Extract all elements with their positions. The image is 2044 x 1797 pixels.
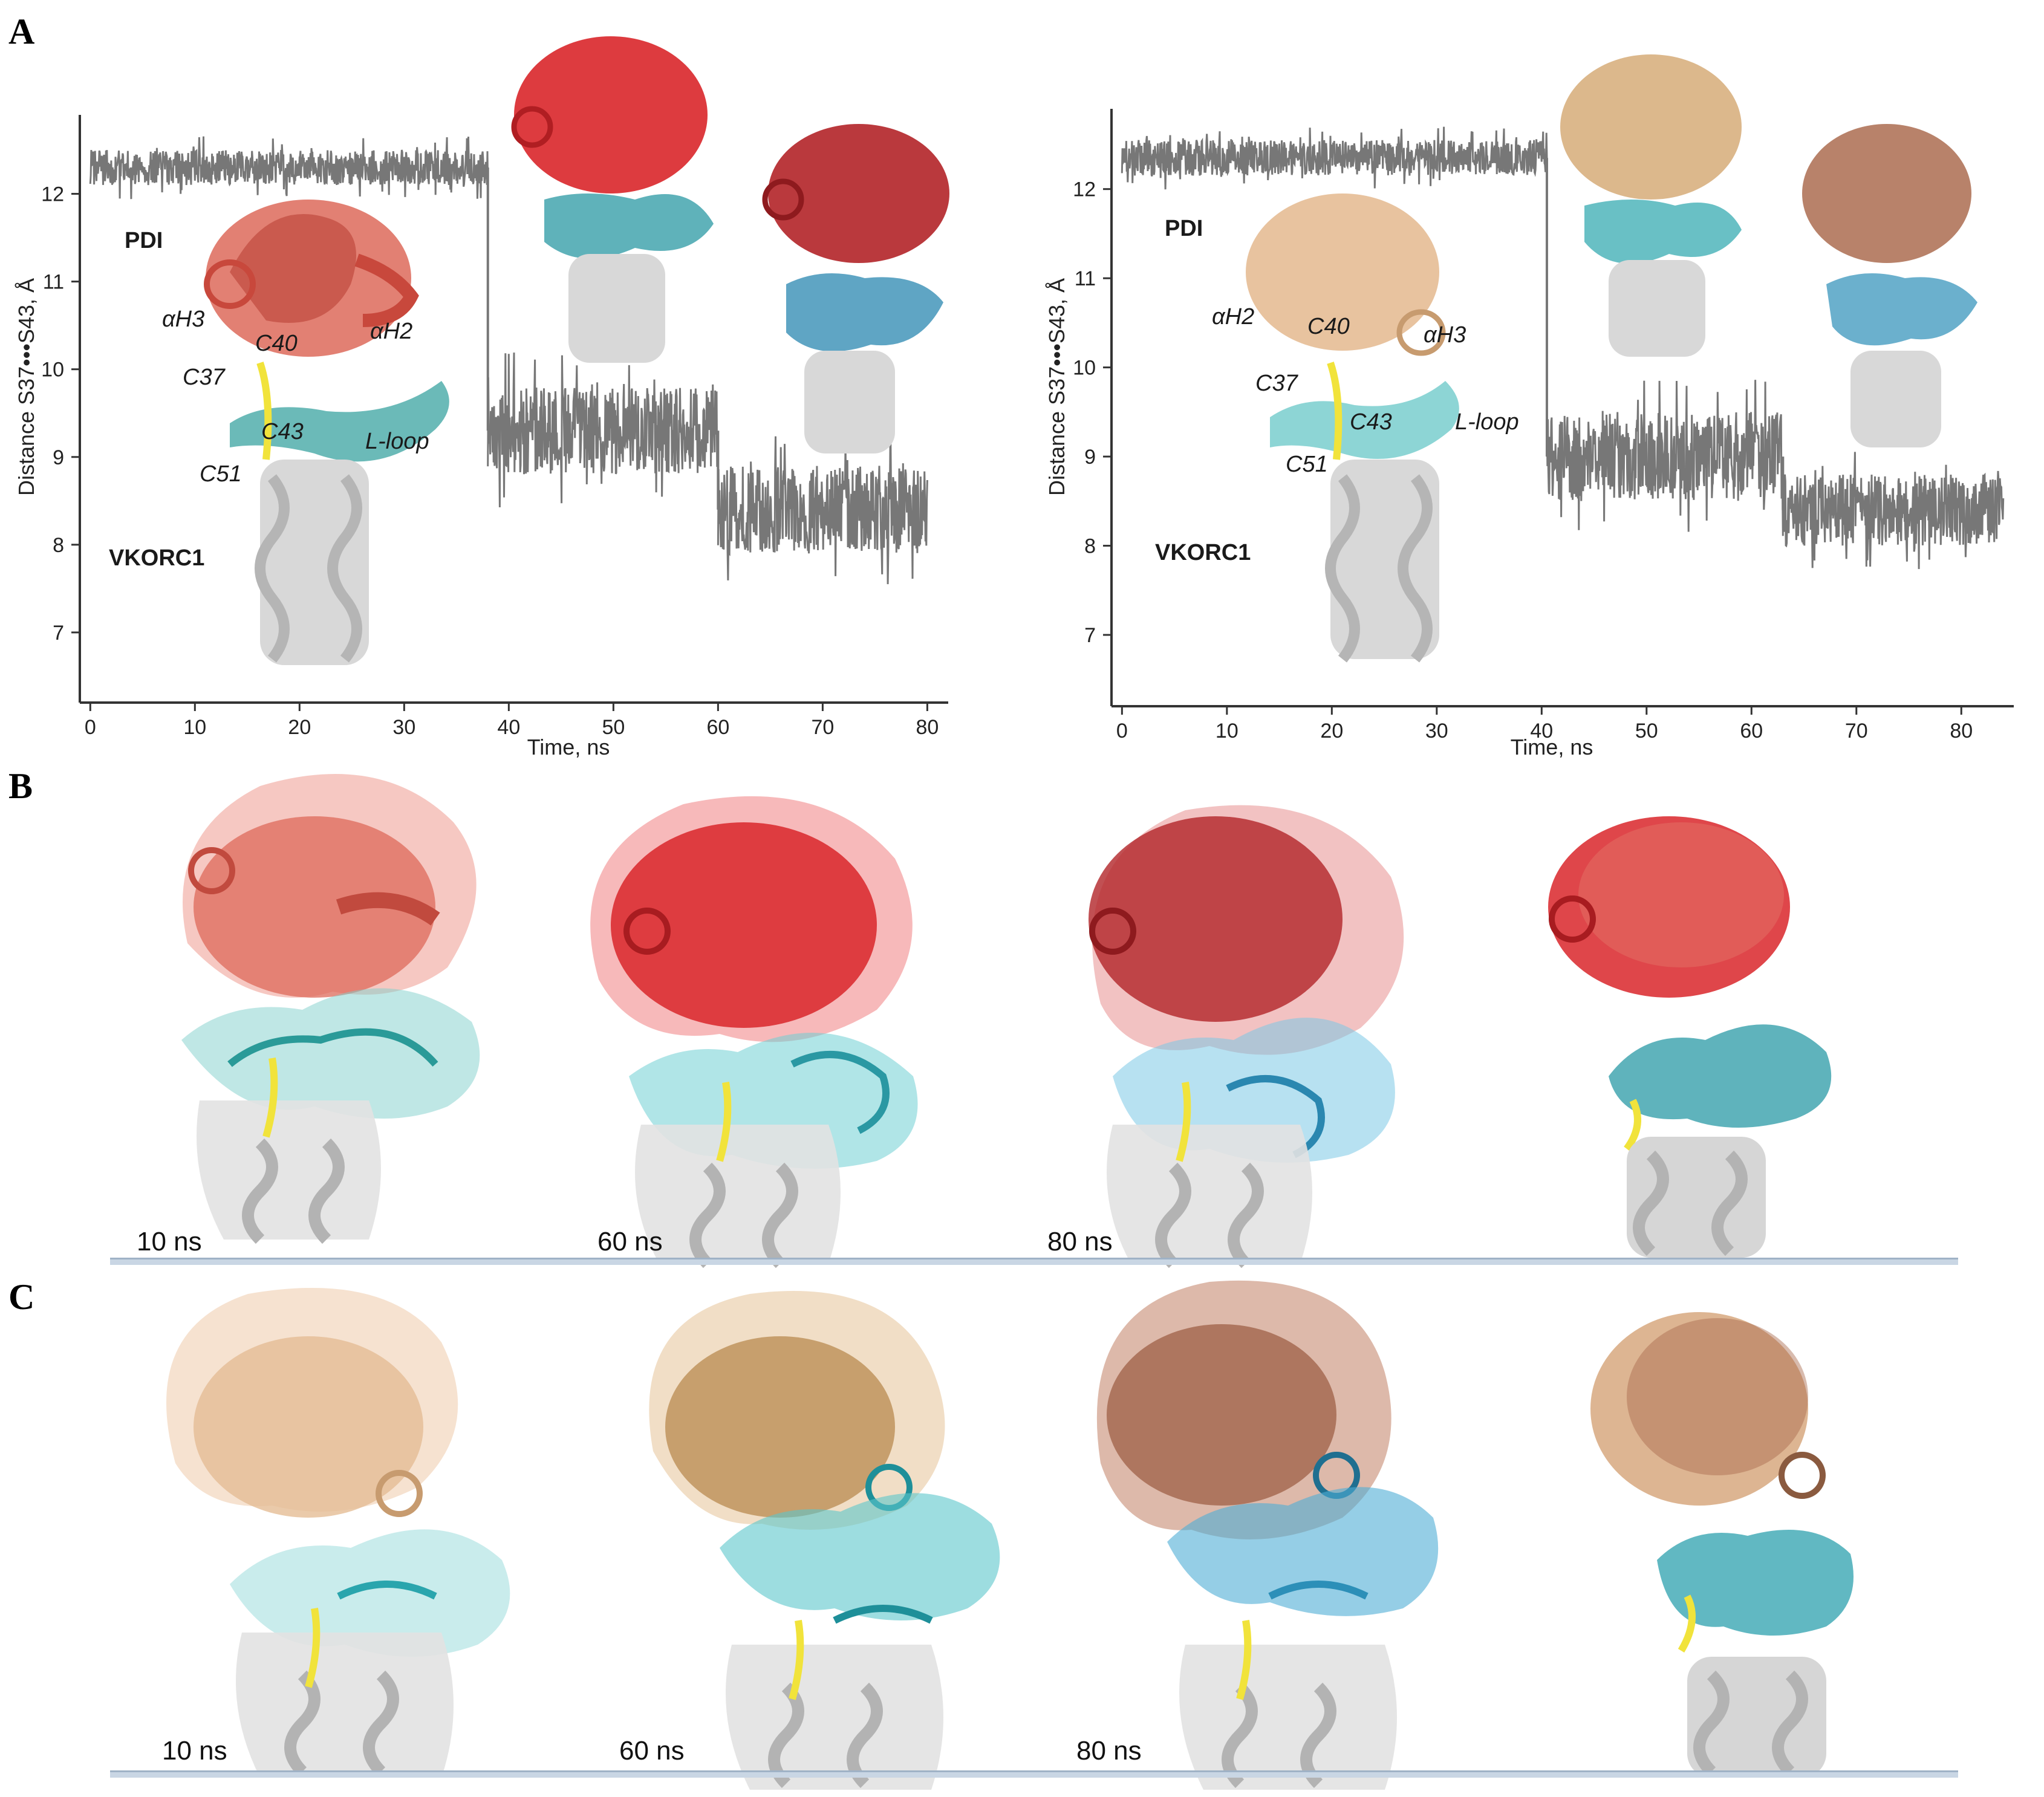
- snapshot-label-60ns: 60 ns: [619, 1736, 685, 1766]
- inset-structure-60ns: [511, 36, 714, 363]
- label-c51: C51: [200, 461, 242, 487]
- snapshot-b-60ns: [590, 796, 918, 1269]
- y-tick-label: 7: [1084, 624, 1096, 647]
- y-axis-label: Distance S37•••S43, Å: [14, 278, 39, 496]
- panel-label-a: A: [8, 11, 34, 51]
- x-tick-label: 10: [1216, 720, 1238, 743]
- y-tick-label: 8: [53, 534, 64, 557]
- label-c43: C43: [1350, 409, 1392, 435]
- distance-chart-pdi-red: 0 10 20 30 40 50 60 70 80 7 8 9 10 11 12 Time, ns Dis…: [14, 36, 949, 759]
- y-tick-label: 11: [43, 271, 64, 294]
- x-tick-label: 0: [85, 716, 96, 739]
- y-tick-label: 10: [1073, 357, 1096, 380]
- label-ah3: αH3: [1424, 322, 1466, 348]
- label-c40: C40: [1307, 314, 1350, 339]
- distance-trace-segment-3: [717, 436, 928, 585]
- label-pdi: PDI: [1165, 216, 1203, 241]
- label-l-loop: L-loop: [365, 429, 429, 454]
- panel-label-b: B: [8, 766, 33, 806]
- snapshot-c-10ns: [166, 1288, 510, 1778]
- inset-structure-80ns: [1802, 124, 1977, 447]
- y-tick-label: 8: [1084, 535, 1096, 558]
- x-tick-label: 50: [602, 716, 625, 739]
- superposition-c: [1590, 1312, 1854, 1778]
- x-tick-label: 80: [1950, 720, 1973, 743]
- x-tick-label: 30: [1425, 720, 1448, 743]
- distance-chart-pdi-tan: 0 10 20 30 40 50 60 70 80 7 8 9 10 11 12 Time, ns Dis…: [1044, 54, 2014, 759]
- label-c40: C40: [255, 331, 298, 356]
- y-tick-label: 12: [41, 183, 64, 206]
- distance-trace-segment-3: [1782, 452, 2005, 570]
- label-vkorc1: VKORC1: [109, 545, 204, 571]
- x-tick-label: 70: [1845, 720, 1868, 743]
- x-tick-label: 20: [288, 716, 311, 739]
- inset-structure-80ns: [762, 124, 949, 453]
- x-axis-label: Time, ns: [527, 735, 610, 759]
- y-tick-label: 7: [53, 622, 64, 645]
- x-tick-label: 60: [706, 716, 729, 739]
- snapshot-label-10ns: 10 ns: [162, 1736, 227, 1766]
- inset-structure-10ns: [1246, 193, 1459, 663]
- x-tick-label: 10: [183, 716, 206, 739]
- x-tick-label: 0: [1116, 720, 1128, 743]
- label-ah2: αH2: [1212, 304, 1254, 330]
- snapshot-c-60ns: [649, 1291, 1000, 1790]
- superposition-b: [1548, 816, 1832, 1258]
- snapshot-label-80ns: 80 ns: [1076, 1736, 1142, 1766]
- snapshot-b-10ns: [181, 774, 480, 1244]
- snapshot-label-80ns: 80 ns: [1047, 1227, 1113, 1256]
- y-tick-label: 9: [53, 446, 64, 469]
- snapshot-b-80ns: [1089, 805, 1404, 1269]
- panel-c-snapshots: 10 ns 60 ns 80 ns: [110, 1280, 1958, 1790]
- distance-trace-segment-1: [89, 136, 489, 200]
- x-tick-label: 20: [1320, 720, 1343, 743]
- snapshot-label-10ns: 10 ns: [137, 1227, 202, 1256]
- x-tick-label: 40: [1530, 720, 1553, 743]
- distance-trace-segment-2: [487, 353, 719, 508]
- label-c51: C51: [1286, 452, 1328, 477]
- panel-label-c: C: [8, 1277, 34, 1317]
- x-tick-label: 30: [392, 716, 415, 739]
- x-tick-label: 70: [811, 716, 834, 739]
- x-tick-label: 40: [497, 716, 520, 739]
- label-ah2: αH2: [370, 319, 412, 344]
- y-tick-label: 11: [1075, 267, 1096, 290]
- y-tick-label: 9: [1084, 446, 1096, 469]
- x-tick-label: 50: [1635, 720, 1658, 743]
- label-pdi: PDI: [125, 228, 163, 253]
- y-tick-label: 12: [1073, 178, 1096, 201]
- distance-trace-segment-2: [1546, 380, 1784, 536]
- distance-trace-segment-1: [1121, 126, 1548, 190]
- label-vkorc1: VKORC1: [1155, 540, 1251, 565]
- label-c37: C37: [1255, 371, 1299, 396]
- snapshot-c-80ns: [1096, 1280, 1439, 1790]
- panel-b-snapshots: 10 ns 60 ns 80 ns: [110, 774, 1958, 1269]
- x-tick-label: 60: [1740, 720, 1763, 743]
- label-c43: C43: [261, 419, 304, 444]
- label-c37: C37: [183, 365, 226, 390]
- x-tick-label: 80: [916, 716, 939, 739]
- y-axis-label: Distance S37•••S43, Å: [1044, 278, 1069, 496]
- x-axis-label: Time, ns: [1511, 735, 1593, 759]
- label-l-loop: L-loop: [1455, 409, 1519, 435]
- snapshot-label-60ns: 60 ns: [597, 1227, 663, 1256]
- y-tick-label: 10: [41, 359, 64, 382]
- inset-structure-10ns: [204, 200, 449, 665]
- inset-structure-60ns: [1560, 54, 1742, 357]
- label-ah3: αH3: [162, 307, 204, 332]
